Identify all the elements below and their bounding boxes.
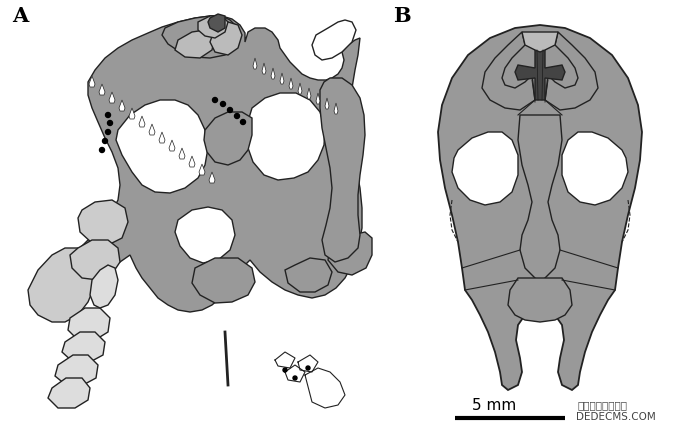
Polygon shape xyxy=(175,30,215,58)
Circle shape xyxy=(213,98,218,103)
Polygon shape xyxy=(48,378,90,408)
Polygon shape xyxy=(89,76,95,87)
Polygon shape xyxy=(210,22,242,55)
Text: 5 mm: 5 mm xyxy=(472,398,517,413)
Circle shape xyxy=(108,120,113,125)
Text: DEDECMS.COM: DEDECMS.COM xyxy=(576,412,656,422)
Circle shape xyxy=(306,366,310,370)
Circle shape xyxy=(283,368,287,372)
Circle shape xyxy=(106,129,111,135)
Text: A: A xyxy=(12,6,28,26)
Circle shape xyxy=(102,139,108,144)
Polygon shape xyxy=(175,207,235,263)
Polygon shape xyxy=(307,88,311,99)
Polygon shape xyxy=(70,240,120,280)
Circle shape xyxy=(106,112,111,117)
Polygon shape xyxy=(149,124,155,135)
Polygon shape xyxy=(169,140,175,151)
Polygon shape xyxy=(116,100,208,193)
Polygon shape xyxy=(325,98,329,109)
Polygon shape xyxy=(72,16,362,312)
Polygon shape xyxy=(192,258,255,303)
Polygon shape xyxy=(438,25,642,390)
Polygon shape xyxy=(68,308,110,340)
Circle shape xyxy=(99,148,104,153)
Polygon shape xyxy=(312,20,356,60)
Polygon shape xyxy=(271,68,275,79)
Polygon shape xyxy=(62,332,105,362)
Polygon shape xyxy=(515,42,565,100)
Polygon shape xyxy=(320,78,365,262)
Polygon shape xyxy=(204,112,252,165)
Polygon shape xyxy=(179,148,185,159)
Polygon shape xyxy=(28,248,95,322)
Circle shape xyxy=(228,107,232,112)
Polygon shape xyxy=(280,73,284,84)
Polygon shape xyxy=(198,16,228,38)
Polygon shape xyxy=(246,93,325,180)
Polygon shape xyxy=(262,63,266,74)
Polygon shape xyxy=(508,278,572,322)
Circle shape xyxy=(293,376,297,380)
Polygon shape xyxy=(99,84,105,95)
Text: B: B xyxy=(393,6,411,26)
Polygon shape xyxy=(562,132,628,205)
Polygon shape xyxy=(285,258,332,292)
Polygon shape xyxy=(129,108,135,119)
Polygon shape xyxy=(482,32,535,110)
Polygon shape xyxy=(298,83,302,94)
Polygon shape xyxy=(139,116,145,127)
Polygon shape xyxy=(55,355,98,385)
Circle shape xyxy=(234,113,239,119)
Polygon shape xyxy=(208,14,225,32)
Polygon shape xyxy=(78,200,128,245)
Polygon shape xyxy=(119,100,125,111)
Polygon shape xyxy=(199,164,205,175)
Polygon shape xyxy=(518,115,562,282)
Polygon shape xyxy=(328,232,372,275)
Text: 织梦内容管理系统: 织梦内容管理系统 xyxy=(578,400,628,410)
Polygon shape xyxy=(162,16,240,58)
Circle shape xyxy=(220,102,225,107)
Polygon shape xyxy=(545,32,598,110)
Polygon shape xyxy=(209,172,215,183)
Polygon shape xyxy=(109,92,115,103)
Polygon shape xyxy=(452,132,518,205)
Polygon shape xyxy=(316,93,320,104)
Polygon shape xyxy=(289,78,293,89)
Polygon shape xyxy=(159,132,165,143)
Polygon shape xyxy=(189,156,195,167)
Polygon shape xyxy=(90,265,118,308)
Polygon shape xyxy=(334,103,338,114)
Polygon shape xyxy=(253,58,257,69)
Polygon shape xyxy=(522,32,558,52)
Circle shape xyxy=(241,120,246,124)
